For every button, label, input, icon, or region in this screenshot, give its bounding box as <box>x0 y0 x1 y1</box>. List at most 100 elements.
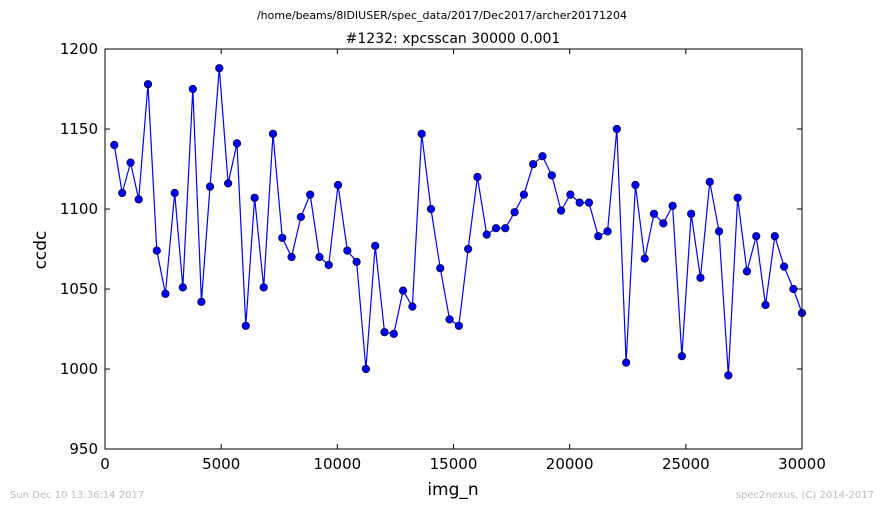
data-point <box>315 252 324 262</box>
data-point <box>126 158 135 167</box>
data-point <box>110 140 119 150</box>
y-tick-label: 950 <box>69 440 98 458</box>
x-tick-label: 15000 <box>430 455 478 473</box>
footer-timestamp: Sun Dec 10 13:36:14 2017 <box>10 490 144 501</box>
data-point <box>631 180 640 190</box>
data-point <box>529 160 538 169</box>
y-tick-label: 1050 <box>60 280 98 298</box>
data-point <box>445 315 454 324</box>
data-point <box>612 124 621 134</box>
data-point <box>232 139 242 148</box>
file-path-header: /home/beams/8IDIUSER/spec_data/2017/Dec2… <box>257 9 627 22</box>
data-point <box>510 208 519 217</box>
data-point <box>296 212 305 222</box>
data-point <box>649 209 659 218</box>
data-point <box>343 246 352 255</box>
data-point <box>603 227 612 236</box>
data-point <box>170 188 179 198</box>
data-point <box>714 227 724 236</box>
data-point <box>268 129 278 138</box>
data-point <box>761 300 770 310</box>
axes <box>104 48 803 450</box>
series-line <box>113 68 803 376</box>
data-point <box>501 224 510 233</box>
x-tick-label: 20000 <box>546 455 594 473</box>
chart-title: #1232: xpcsscan 30000 0.001 <box>346 31 561 47</box>
data-point <box>152 246 161 255</box>
x-tick-label: 30000 <box>778 455 826 473</box>
footer-credit: spec2nexus, (C) 2014-2017 <box>736 490 874 501</box>
x-axis-label: img_n <box>427 480 478 500</box>
data-point <box>464 244 473 254</box>
plot-frame <box>104 48 803 450</box>
data-point <box>668 201 677 210</box>
y-tick-label: 1000 <box>60 360 98 378</box>
data-point <box>118 188 127 198</box>
data-point <box>696 273 705 282</box>
data-point <box>556 206 566 215</box>
data-point <box>287 252 296 262</box>
data-point <box>789 284 798 294</box>
data-point <box>547 171 556 180</box>
data-point <box>143 80 153 89</box>
data-point <box>742 267 752 276</box>
y-tick-label: 1100 <box>60 200 98 218</box>
data-point <box>426 204 436 214</box>
data-point <box>687 209 696 218</box>
data-point <box>519 190 528 199</box>
y-tick-label: 1150 <box>60 120 98 138</box>
data-point <box>333 180 343 190</box>
data-point <box>408 302 417 311</box>
data-point <box>473 172 482 182</box>
data-point <box>780 262 789 271</box>
data-point <box>241 321 250 330</box>
data-point <box>250 193 259 202</box>
data-point <box>352 257 361 266</box>
data-point <box>278 233 287 242</box>
x-tick-label: 10000 <box>313 455 361 473</box>
data-point <box>436 264 445 273</box>
data-point <box>371 241 380 250</box>
data-point <box>178 283 187 292</box>
series-layer <box>110 64 807 380</box>
data-point <box>161 289 170 298</box>
data-point <box>566 190 575 199</box>
data-point <box>733 193 742 202</box>
data-point <box>584 198 594 207</box>
data-point <box>215 64 224 73</box>
data-point <box>134 195 143 204</box>
data-point <box>361 364 371 374</box>
y-tick-label: 1200 <box>60 40 98 58</box>
data-point <box>306 190 315 199</box>
data-point <box>482 230 491 239</box>
data-point <box>205 182 215 191</box>
data-point <box>417 129 426 138</box>
data-point <box>324 260 333 270</box>
data-point <box>491 224 501 233</box>
y-axis-label: ccdc <box>31 231 51 270</box>
data-point <box>575 198 584 207</box>
x-tick-label: 25000 <box>662 455 710 473</box>
data-point <box>770 232 779 241</box>
data-point <box>398 286 408 295</box>
data-point <box>594 232 603 241</box>
x-tick-label: 5000 <box>202 455 240 473</box>
data-point <box>752 232 761 241</box>
data-point <box>622 358 631 367</box>
data-point <box>389 329 398 338</box>
data-point <box>538 152 547 161</box>
data-point <box>724 371 733 380</box>
data-point <box>705 177 714 186</box>
data-point <box>640 254 649 263</box>
data-point <box>224 179 233 188</box>
data-point <box>380 328 389 337</box>
ticks: 0 5000 10000 15000 20000 25000 30000 950 1000 105… <box>60 40 826 473</box>
data-point <box>454 321 463 330</box>
data-point <box>188 84 197 94</box>
data-point <box>659 219 668 228</box>
data-point <box>677 352 686 361</box>
data-point <box>259 283 268 292</box>
data-point <box>197 297 206 306</box>
x-tick-label: 0 <box>100 455 110 473</box>
